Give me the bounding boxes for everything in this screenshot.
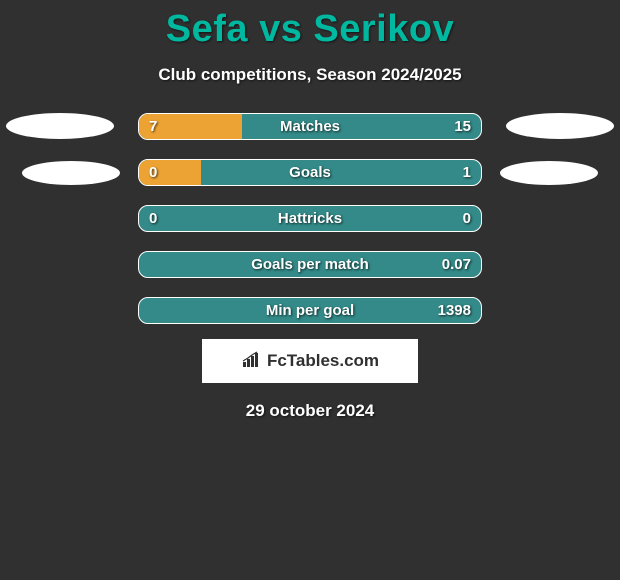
comparison-row: 0Hattricks0	[138, 205, 482, 232]
row-label: Goals per match	[139, 252, 481, 277]
chart-icon	[241, 350, 263, 373]
row-label: Goals	[139, 160, 481, 185]
page-title: Sefa vs Serikov	[0, 0, 620, 51]
team-logo-left-1	[6, 113, 114, 139]
row-value-right: 0.07	[432, 252, 481, 277]
date-label: 29 october 2024	[0, 401, 620, 421]
comparison-row: Min per goal1398	[138, 297, 482, 324]
team-logo-right-2	[500, 161, 598, 185]
team-logo-right-1	[506, 113, 614, 139]
row-label: Matches	[139, 114, 481, 139]
comparison-content: 7Matches150Goals10Hattricks0Goals per ma…	[0, 113, 620, 421]
row-value-right: 1	[453, 160, 481, 185]
comparison-row: 0Goals1	[138, 159, 482, 186]
team-logo-left-2	[22, 161, 120, 185]
row-value-right: 1398	[428, 298, 481, 323]
comparison-rows: 7Matches150Goals10Hattricks0Goals per ma…	[138, 113, 482, 324]
row-value-right: 0	[453, 206, 481, 231]
comparison-row: Goals per match0.07	[138, 251, 482, 278]
site-logo: FcTables.com	[202, 339, 418, 383]
row-label: Hattricks	[139, 206, 481, 231]
logo-text: FcTables.com	[241, 350, 379, 373]
comparison-row: 7Matches15	[138, 113, 482, 140]
subtitle: Club competitions, Season 2024/2025	[0, 65, 620, 85]
row-value-right: 15	[444, 114, 481, 139]
logo-label: FcTables.com	[267, 351, 379, 371]
